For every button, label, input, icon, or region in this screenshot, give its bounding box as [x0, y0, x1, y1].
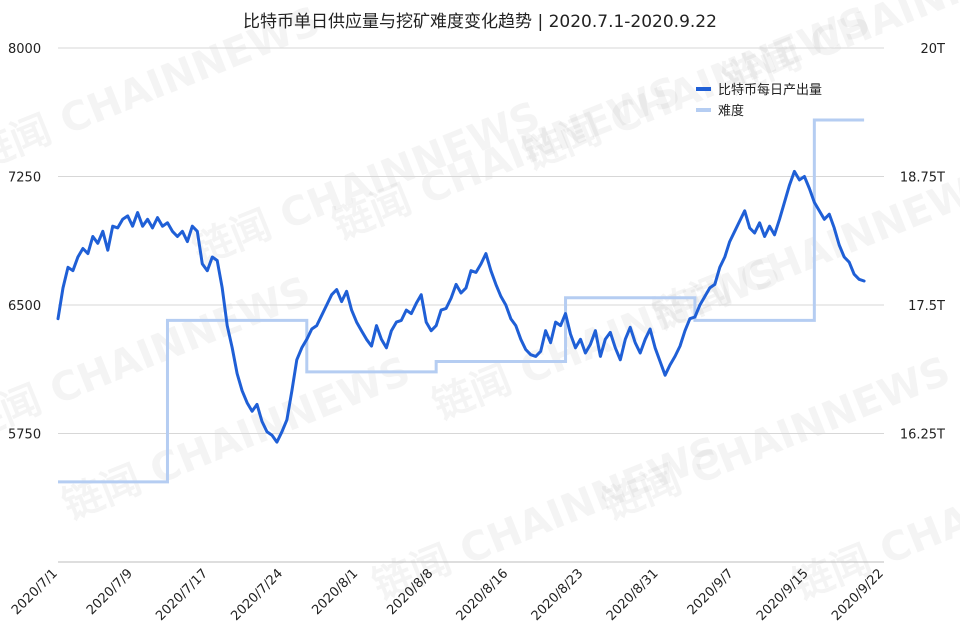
series-line-difficulty [58, 118, 865, 484]
chart-title: 比特币单日供应量与挖矿难度变化趋势 | 2020.7.1-2020.9.22 [243, 12, 717, 32]
left-tick-label: 5750 [8, 428, 41, 443]
right-axis-ticks: 16.25T 17.5T 18.75T 20T [900, 42, 945, 443]
legend-label-production: 比特币每日产出量 [718, 82, 822, 98]
series-line-production [56, 169, 866, 444]
x-tick-label: 2020/7/1 [9, 566, 61, 618]
left-tick-label: 7250 [8, 171, 41, 186]
right-tick-label: 17.5T [908, 299, 945, 314]
left-tick-label: 6500 [8, 299, 41, 314]
x-tick-label: 2020/8/23 [529, 566, 587, 624]
grid-lines [58, 47, 884, 563]
right-tick-label: 16.25T [900, 428, 945, 443]
x-tick-label: 2020/8/31 [604, 566, 662, 624]
legend-label-difficulty: 难度 [718, 103, 744, 119]
right-tick-label: 20T [921, 42, 946, 57]
x-tick-label: 2020/7/9 [84, 566, 136, 618]
x-tick-label: 2020/9/7 [685, 566, 737, 618]
left-tick-label: 8000 [8, 42, 41, 57]
x-tick-label: 2020/7/24 [228, 566, 286, 624]
left-axis-ticks: 5750 6500 7250 8000 [8, 42, 41, 443]
x-tick-label: 2020/8/1 [309, 566, 361, 618]
legend: 比特币每日产出量 难度 [696, 82, 822, 119]
series-layer [56, 118, 866, 484]
x-tick-label: 2020/7/17 [153, 566, 211, 624]
right-tick-label: 18.75T [900, 171, 945, 186]
